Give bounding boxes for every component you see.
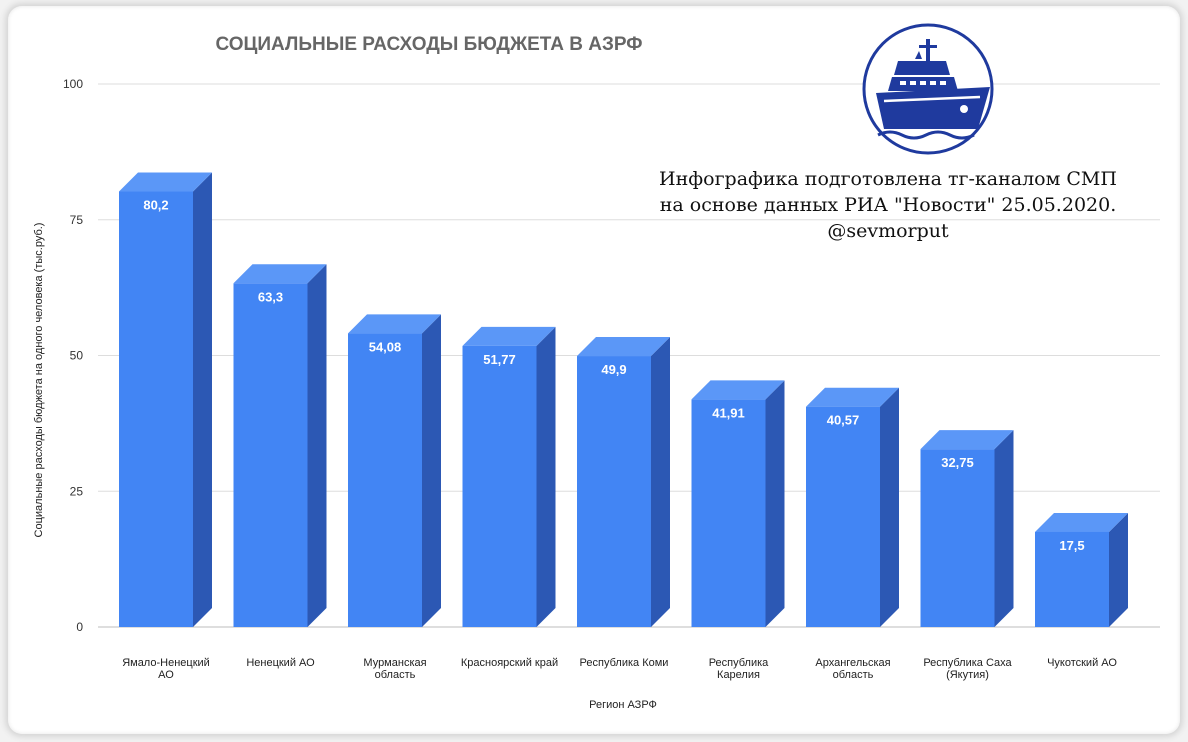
x-tick-label-line: область bbox=[375, 669, 416, 681]
bar-top bbox=[348, 314, 441, 334]
x-tick-label-line: Республика bbox=[709, 657, 769, 669]
x-tick-label: Мурманская область bbox=[363, 657, 426, 681]
bar-side bbox=[307, 264, 327, 627]
bar-group: 63,3 bbox=[233, 264, 327, 627]
y-tick-label: 75 bbox=[70, 213, 84, 227]
bar-top bbox=[691, 380, 785, 400]
x-tick-label-line: область bbox=[833, 669, 874, 681]
bar bbox=[577, 356, 651, 627]
data-label: 49,9 bbox=[601, 362, 626, 377]
y-tick-label: 0 bbox=[76, 620, 83, 634]
bar-group: 49,9 bbox=[577, 337, 670, 627]
x-tick-label: Ямало-Ненецкий АО bbox=[122, 657, 210, 681]
bar bbox=[691, 399, 766, 627]
x-tick-label-line: Республика Саха bbox=[923, 657, 1012, 669]
bar bbox=[920, 449, 995, 627]
data-label: 32,75 bbox=[941, 455, 974, 470]
x-tick-label: Архангельская область bbox=[815, 657, 890, 681]
x-tick-label-line: АО bbox=[158, 669, 174, 681]
data-label: 40,57 bbox=[827, 413, 860, 428]
bar-chart: СОЦИАЛЬНЫЕ РАСХОДЫ БЮДЖЕТА В АЗРФ Социал… bbox=[33, 23, 1160, 711]
y-tick-label: 25 bbox=[70, 484, 84, 498]
bar bbox=[233, 283, 308, 627]
bar-side bbox=[422, 314, 441, 627]
x-tick-label-line: Республика Коми bbox=[580, 657, 669, 669]
x-tick-label-line: Мурманская bbox=[363, 657, 426, 669]
chart-title: СОЦИАЛЬНЫЕ РАСХОДЫ БЮДЖЕТА В АЗРФ bbox=[216, 34, 643, 55]
bar-side bbox=[651, 337, 670, 627]
x-tick-label: Ненецкий АО bbox=[246, 657, 315, 669]
x-tick-label: Красноярский край bbox=[461, 657, 558, 669]
bars: 80,2 63,3 54,08 51,77 49,9 41,91 40,57 32,75 17,… bbox=[119, 172, 1128, 628]
bar-group: 41,91 bbox=[691, 380, 785, 627]
y-axis-ticks: 0 25 50 75 100 bbox=[63, 77, 83, 634]
x-tick-label-line: Ненецкий АО bbox=[246, 657, 315, 669]
bar-group: 17,5 bbox=[1035, 512, 1128, 627]
annotation-line: Инфографика подготовлена тг-каналом СМП bbox=[659, 168, 1117, 190]
data-label: 41,91 bbox=[712, 405, 745, 420]
data-label: 17,5 bbox=[1059, 538, 1084, 553]
bar bbox=[119, 191, 193, 628]
bar-side bbox=[1109, 512, 1128, 627]
bar bbox=[348, 333, 422, 627]
x-tick-label-line: Чукотский АО bbox=[1047, 657, 1117, 669]
bar-group: 80,2 bbox=[119, 172, 212, 628]
chart-frame: СОЦИАЛЬНЫЕ РАСХОДЫ БЮДЖЕТА В АЗРФ Социал… bbox=[8, 6, 1180, 734]
icebreaker-ship-logo bbox=[862, 23, 994, 155]
data-label: 54,08 bbox=[369, 339, 402, 354]
x-tick-label-line: (Якутия) bbox=[946, 669, 989, 681]
bar-side bbox=[193, 172, 212, 627]
data-label: 63,3 bbox=[258, 289, 283, 304]
bar-top bbox=[806, 387, 899, 407]
bar-top bbox=[1035, 512, 1128, 532]
x-axis-label: Регион АЗРФ bbox=[589, 699, 657, 711]
bar-top bbox=[119, 172, 212, 192]
x-tick-label-line: Красноярский край bbox=[461, 657, 558, 669]
bar bbox=[806, 406, 880, 627]
bar-top bbox=[233, 264, 327, 284]
x-tick-label: Республика Карелия bbox=[709, 657, 769, 681]
source-annotation: Инфографика подготовлена тг-каналом СМП … bbox=[648, 166, 1128, 244]
bar bbox=[462, 345, 537, 627]
bar-group: 51,77 bbox=[462, 326, 556, 627]
x-tick-label: Чукотский АО bbox=[1047, 657, 1117, 669]
x-tick-label: Республика Саха (Якутия) bbox=[923, 657, 1012, 681]
x-tick-label: Республика Коми bbox=[580, 657, 669, 669]
x-tick-label-line: Архангельская bbox=[815, 657, 890, 669]
y-tick-label: 100 bbox=[63, 77, 83, 91]
bar-group: 32,75 bbox=[920, 430, 1014, 627]
bar bbox=[1035, 531, 1109, 627]
y-tick-label: 50 bbox=[70, 349, 84, 363]
bar-side bbox=[994, 430, 1014, 627]
bar-side bbox=[765, 380, 785, 627]
bar-top bbox=[462, 326, 556, 346]
bar-top bbox=[577, 337, 670, 357]
bar-group: 54,08 bbox=[348, 314, 441, 627]
bar-group: 40,57 bbox=[806, 387, 899, 627]
x-tick-label-line: Карелия bbox=[717, 669, 760, 681]
bar-side bbox=[880, 387, 899, 627]
data-label: 80,2 bbox=[143, 198, 168, 213]
x-tick-label-line: Ямало-Ненецкий bbox=[122, 657, 210, 669]
annotation-line: на основе данных РИА "Новости" 25.05.202… bbox=[659, 194, 1117, 216]
y-axis-label: Социальные расходы бюджета на одного чел… bbox=[33, 223, 45, 538]
bar-top bbox=[920, 430, 1014, 450]
annotation-handle: @sevmorput bbox=[827, 220, 949, 242]
data-label: 51,77 bbox=[483, 352, 516, 367]
bar-side bbox=[536, 326, 556, 627]
